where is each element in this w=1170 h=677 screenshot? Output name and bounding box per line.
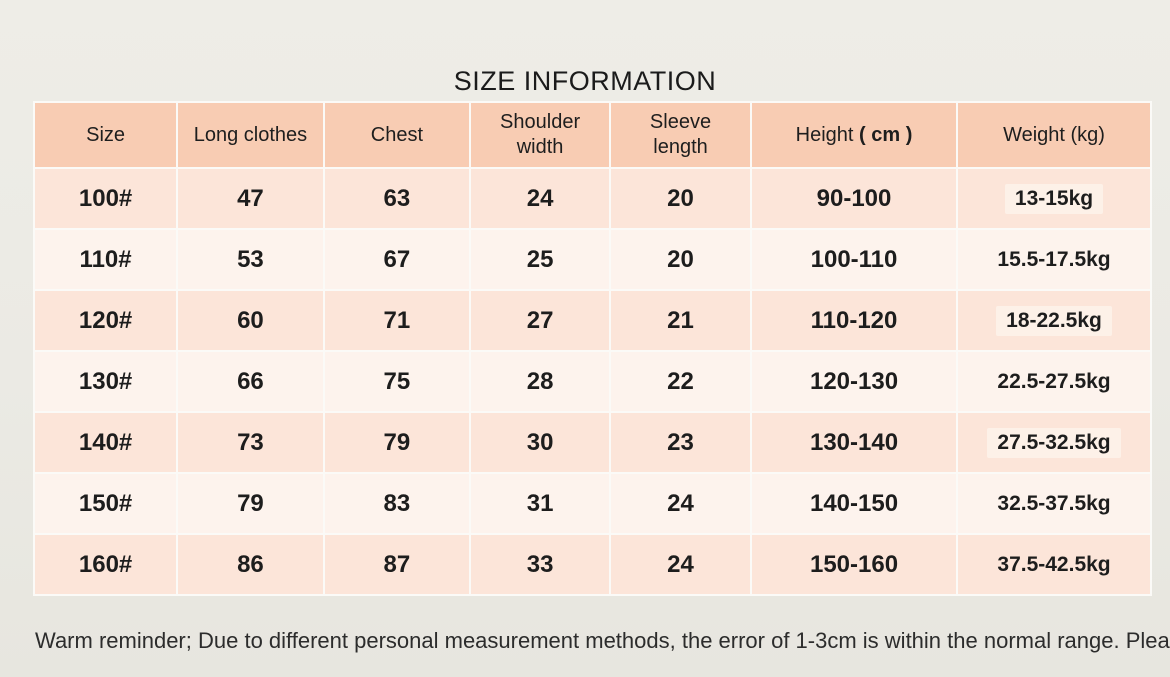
cell-height: 90-100 [751, 169, 957, 228]
header-height-unit: ( cm ) [859, 123, 913, 146]
header-size-label: Size [86, 123, 126, 146]
header-height-label: Height [795, 123, 860, 146]
header-long-clothes: Long clothes [178, 103, 323, 167]
warm-reminder-note: Warm reminder; Due to different personal… [35, 628, 1170, 653]
cell-chest: 63 [324, 169, 470, 228]
cell-chest: 79 [324, 413, 470, 472]
cell-height: 150-160 [751, 535, 957, 594]
header-shoulder-width-label: Shoulder width [500, 111, 581, 158]
header-size: Size [35, 103, 177, 167]
size-row-110: 110# 53 67 25 20 100-110 15.5-17.5kg [35, 230, 1150, 289]
cell-size: 140# [35, 413, 177, 472]
size-row-130: 130# 66 75 28 22 120-130 22.5-27.5kg [35, 352, 1150, 411]
cell-size: 130# [35, 352, 177, 411]
cell-size: 150# [35, 474, 177, 533]
header-weight: Weight (kg) [958, 103, 1150, 167]
cell-chest: 87 [324, 535, 470, 594]
header-sleeve-length-label: Sleeve length [649, 111, 712, 158]
header-sleeve-length: Sleeve length [611, 103, 750, 167]
cell-sleeve-length: 22 [611, 352, 750, 411]
cell-weight: 15.5-17.5kg [958, 230, 1150, 289]
size-row-100: 100# 47 63 24 20 90-100 13-15kg [35, 169, 1150, 228]
cell-height: 110-120 [751, 291, 957, 350]
cell-long-clothes: 47 [178, 169, 323, 228]
cell-weight: 22.5-27.5kg [958, 352, 1150, 411]
cell-chest: 83 [324, 474, 470, 533]
header-height: Height ( cm ) [751, 103, 957, 167]
cell-shoulder-width: 31 [471, 474, 610, 533]
cell-weight: 27.5-32.5kg [958, 413, 1150, 472]
cell-sleeve-length: 23 [611, 413, 750, 472]
size-row-160: 160# 86 87 33 24 150-160 37.5-42.5kg [35, 535, 1150, 594]
cell-long-clothes: 73 [178, 413, 323, 472]
header-long-clothes-label: Long clothes [193, 123, 308, 146]
cell-shoulder-width: 27 [471, 291, 610, 350]
header-chest-label: Chest [370, 123, 424, 146]
table-header-row: Size Long clothes Chest Shoulder width S… [35, 103, 1150, 167]
cell-sleeve-length: 24 [611, 535, 750, 594]
cell-weight-value: 13-15kg [1004, 183, 1104, 214]
cell-weight-value: 27.5-32.5kg [987, 427, 1121, 458]
cell-shoulder-width: 24 [471, 169, 610, 228]
cell-chest: 67 [324, 230, 470, 289]
cell-height: 100-110 [751, 230, 957, 289]
cell-shoulder-width: 33 [471, 535, 610, 594]
size-table: Size Long clothes Chest Shoulder width S… [33, 101, 1152, 596]
cell-weight: 13-15kg [958, 169, 1150, 228]
cell-chest: 71 [324, 291, 470, 350]
cell-long-clothes: 79 [178, 474, 323, 533]
cell-shoulder-width: 28 [471, 352, 610, 411]
cell-height: 130-140 [751, 413, 957, 472]
cell-shoulder-width: 25 [471, 230, 610, 289]
cell-height: 120-130 [751, 352, 957, 411]
cell-size: 100# [35, 169, 177, 228]
header-weight-label: Weight (kg) [1003, 123, 1105, 146]
cell-long-clothes: 53 [178, 230, 323, 289]
size-row-140: 140# 73 79 30 23 130-140 27.5-32.5kg [35, 413, 1150, 472]
cell-sleeve-length: 20 [611, 169, 750, 228]
cell-weight-value: 18-22.5kg [996, 305, 1112, 336]
cell-long-clothes: 86 [178, 535, 323, 594]
cell-weight: 32.5-37.5kg [958, 474, 1150, 533]
cell-sleeve-length: 24 [611, 474, 750, 533]
cell-sleeve-length: 21 [611, 291, 750, 350]
cell-long-clothes: 66 [178, 352, 323, 411]
cell-size: 110# [35, 230, 177, 289]
cell-sleeve-length: 20 [611, 230, 750, 289]
cell-weight: 18-22.5kg [958, 291, 1150, 350]
cell-shoulder-width: 30 [471, 413, 610, 472]
size-row-120: 120# 60 71 27 21 110-120 18-22.5kg [35, 291, 1150, 350]
page-title: SIZE INFORMATION [453, 66, 717, 96]
size-row-150: 150# 79 83 31 24 140-150 32.5-37.5kg [35, 474, 1150, 533]
header-shoulder-width: Shoulder width [471, 103, 610, 167]
cell-size: 160# [35, 535, 177, 594]
cell-size: 120# [35, 291, 177, 350]
cell-height: 140-150 [751, 474, 957, 533]
cell-long-clothes: 60 [178, 291, 323, 350]
cell-chest: 75 [324, 352, 470, 411]
header-chest: Chest [324, 103, 470, 167]
cell-weight: 37.5-42.5kg [958, 535, 1150, 594]
